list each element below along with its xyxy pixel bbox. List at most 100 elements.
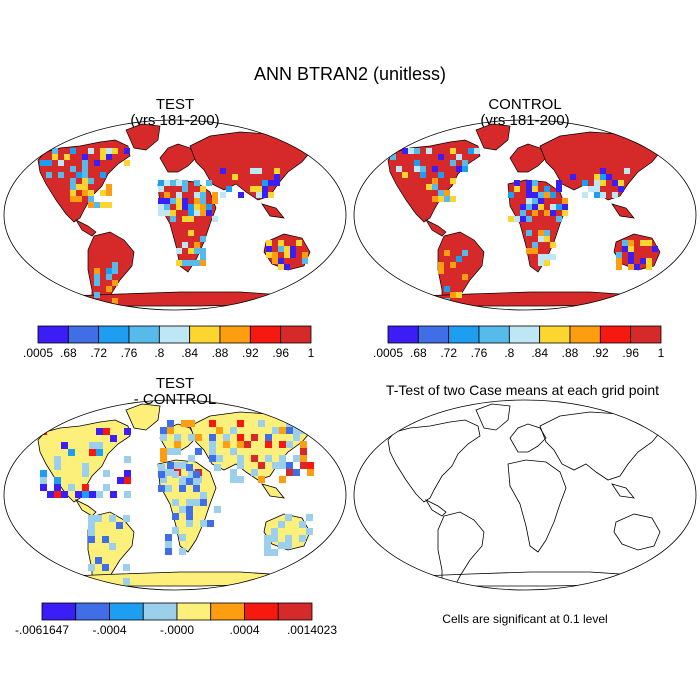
grid-cell (96, 491, 103, 498)
grid-cell (54, 456, 61, 463)
grid-cell (176, 204, 182, 210)
grid-cell (538, 192, 544, 198)
grid-cell (209, 441, 216, 448)
colorbar-swatch (478, 325, 510, 344)
panel-ttest-title: T-Test of two Case means at each grid po… (385, 382, 660, 398)
grid-cell (562, 198, 568, 204)
grid-cell (186, 506, 193, 513)
grid-cell (165, 548, 172, 555)
grid-cell (200, 192, 206, 198)
grid-cell (200, 198, 206, 204)
colorbar-tick-label: .0005 (373, 346, 403, 360)
grid-cell (112, 298, 118, 304)
grid-cell (286, 462, 293, 469)
grid-cell (462, 166, 468, 172)
grid-cell (296, 240, 302, 246)
colorbar-tick-label: .84 (531, 346, 548, 360)
grid-cell (600, 174, 606, 180)
grid-cell (158, 180, 164, 186)
grid-cell (170, 210, 176, 216)
grid-cell (271, 549, 278, 556)
grid-cell (195, 434, 202, 441)
grid-cell (70, 148, 76, 154)
grid-cell (279, 462, 286, 469)
panel-test-title: TEST (155, 96, 195, 113)
grid-cell (188, 210, 194, 216)
figure-title: ANN BTRAN2 (unitless) (253, 64, 447, 84)
grid-cell (237, 476, 244, 483)
grid-cell (237, 420, 244, 427)
grid-cell (285, 542, 292, 549)
grid-cell (88, 202, 94, 208)
grid-cell (456, 166, 462, 172)
grid-cell (200, 254, 206, 260)
grid-cell (216, 427, 223, 434)
grid-cell (238, 192, 244, 198)
grid-cell (106, 286, 112, 292)
grid-cell (89, 449, 96, 456)
grid-cell (209, 455, 216, 462)
grid-cell (438, 304, 444, 310)
colorbar-tick-label: .92 (242, 346, 259, 360)
grid-cell (426, 148, 432, 154)
grid-cell (293, 434, 300, 441)
grid-cell (622, 240, 628, 246)
grid-cell (444, 250, 450, 256)
panel-test-subtitle: (yrs 181-200) (130, 112, 220, 129)
colorbar-tick-label: -.0004 (92, 623, 126, 637)
grid-cell (538, 230, 544, 236)
grid-cell (76, 196, 82, 202)
grid-cell (544, 186, 550, 192)
grid-cell (278, 521, 285, 528)
grid-cell (538, 254, 544, 260)
grid-cell (251, 469, 258, 476)
grid-cell (302, 258, 308, 264)
grid-cell (200, 248, 206, 254)
grid-cell (100, 172, 106, 178)
grid-cell (594, 192, 600, 198)
colorbar-swatch (280, 325, 312, 344)
grid-cell (200, 204, 206, 210)
grid-cell (174, 448, 181, 455)
colorbar-test: .0005 .68 .72 .76 .8 .84 .88 .92 .96 1 (23, 325, 315, 360)
grid-cell (167, 448, 174, 455)
grid-cell (124, 470, 131, 477)
grid-cell (438, 154, 444, 160)
grid-cell (562, 204, 568, 210)
grid-cell (618, 186, 624, 192)
grid-cell (450, 148, 456, 154)
grid-cell (251, 455, 258, 462)
grid-cell (186, 464, 193, 471)
grid-cell (94, 274, 100, 280)
colorbar-swatch (67, 325, 100, 344)
grid-cell (628, 258, 634, 264)
grid-cell (188, 469, 195, 476)
grid-cell (100, 154, 106, 160)
grid-cell (88, 536, 95, 543)
colorbar-swatch (75, 602, 110, 621)
grid-cell (268, 192, 274, 198)
grid-cell (52, 148, 58, 154)
grid-cell (124, 428, 131, 435)
grid-cell (188, 248, 194, 254)
grid-cell (170, 180, 176, 186)
grid-cell (300, 455, 307, 462)
grid-cell (209, 448, 216, 455)
grid-cell (165, 541, 172, 548)
grid-cell (526, 198, 532, 204)
colorbar-swatch (387, 325, 419, 344)
grid-cell (279, 455, 286, 462)
colorbar-tick-label: .96 (272, 346, 289, 360)
grid-cell (165, 534, 172, 541)
grid-cell (290, 246, 296, 252)
grid-cell (307, 420, 314, 427)
grid-cell (123, 564, 130, 571)
grid-cell (606, 174, 612, 180)
colorbar-swatch (128, 325, 160, 344)
grid-cell (265, 441, 272, 448)
colorbar-swatch (569, 325, 601, 344)
grid-cell (40, 160, 46, 166)
grid-cell (194, 198, 200, 204)
colorbar-tick-label: .0005 (23, 346, 53, 360)
grid-cell (256, 168, 262, 174)
